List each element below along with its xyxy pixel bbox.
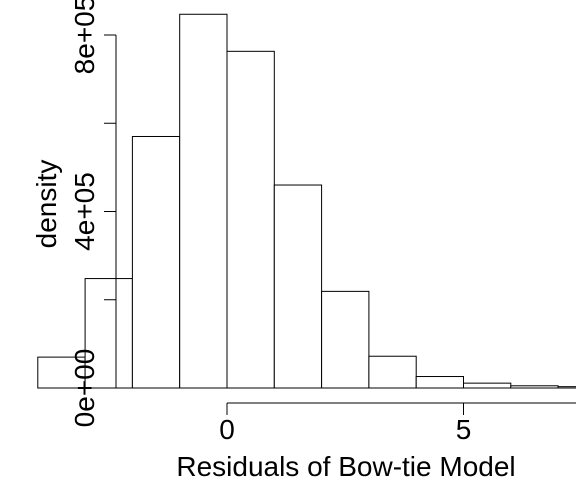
histogram-bar-7 bbox=[368, 355, 417, 389]
histogram-bar-0 bbox=[37, 356, 86, 389]
histogram-bars bbox=[37, 13, 576, 389]
y-axis-label: density bbox=[31, 160, 62, 249]
histogram-bar-11 bbox=[557, 386, 576, 389]
histogram-bar-2 bbox=[131, 135, 181, 389]
x-tick-label-1: 5 bbox=[456, 414, 472, 445]
histogram-bar-3 bbox=[179, 13, 228, 389]
x-axis-label: Residuals of Bow-tie Model bbox=[176, 451, 515, 480]
y-tick-label-0: 0e+00 bbox=[69, 349, 100, 428]
histogram-bar-8 bbox=[415, 376, 465, 389]
x-axis: 0510 bbox=[219, 402, 576, 445]
histogram-bar-10 bbox=[510, 385, 559, 389]
histogram-bar-1 bbox=[84, 278, 133, 389]
y-tick-label-2: 4e+05 bbox=[69, 172, 100, 251]
y-axis: 0e+00 4e+05 8e+05 bbox=[69, 0, 117, 428]
histogram-bar-4 bbox=[226, 50, 275, 389]
histogram-bar-9 bbox=[463, 382, 512, 389]
y-tick-label-4: 8e+05 bbox=[69, 0, 100, 74]
histogram-bar-5 bbox=[273, 184, 323, 389]
x-tick-label-0: 0 bbox=[219, 414, 235, 445]
histogram-bar-6 bbox=[321, 290, 370, 389]
